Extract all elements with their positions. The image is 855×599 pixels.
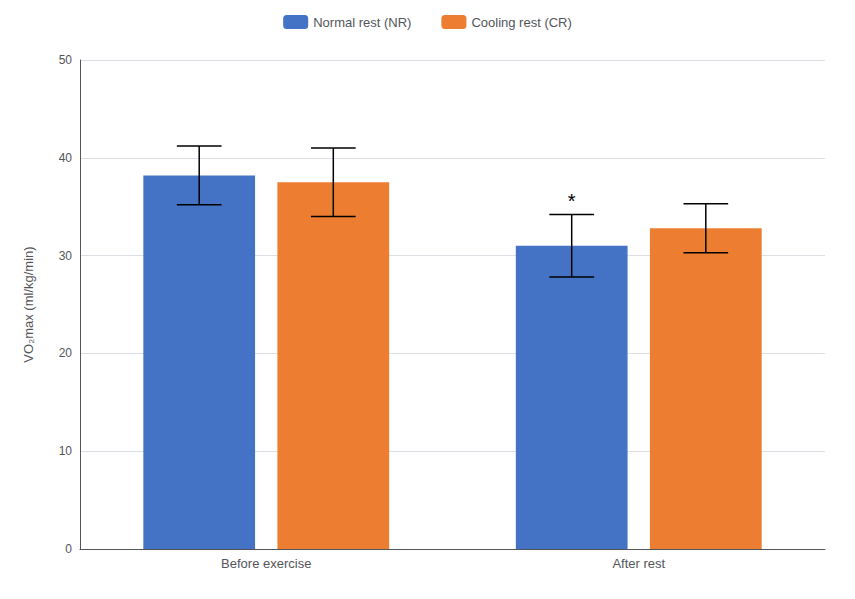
svg-text:Cooling rest (CR): Cooling rest (CR) (471, 15, 571, 30)
svg-text:50: 50 (59, 53, 73, 67)
svg-text:*: * (568, 190, 576, 212)
svg-text:30: 30 (59, 249, 73, 263)
svg-text:VO₂max (ml/kg/min): VO₂max (ml/kg/min) (21, 246, 36, 362)
svg-text:10: 10 (59, 444, 73, 458)
svg-text:40: 40 (59, 151, 73, 165)
svg-text:Before exercise: Before exercise (221, 556, 311, 571)
svg-text:0: 0 (65, 542, 72, 556)
svg-text:20: 20 (59, 346, 73, 360)
svg-text:After rest: After rest (612, 556, 665, 571)
svg-text:Normal rest (NR): Normal rest (NR) (313, 15, 411, 30)
